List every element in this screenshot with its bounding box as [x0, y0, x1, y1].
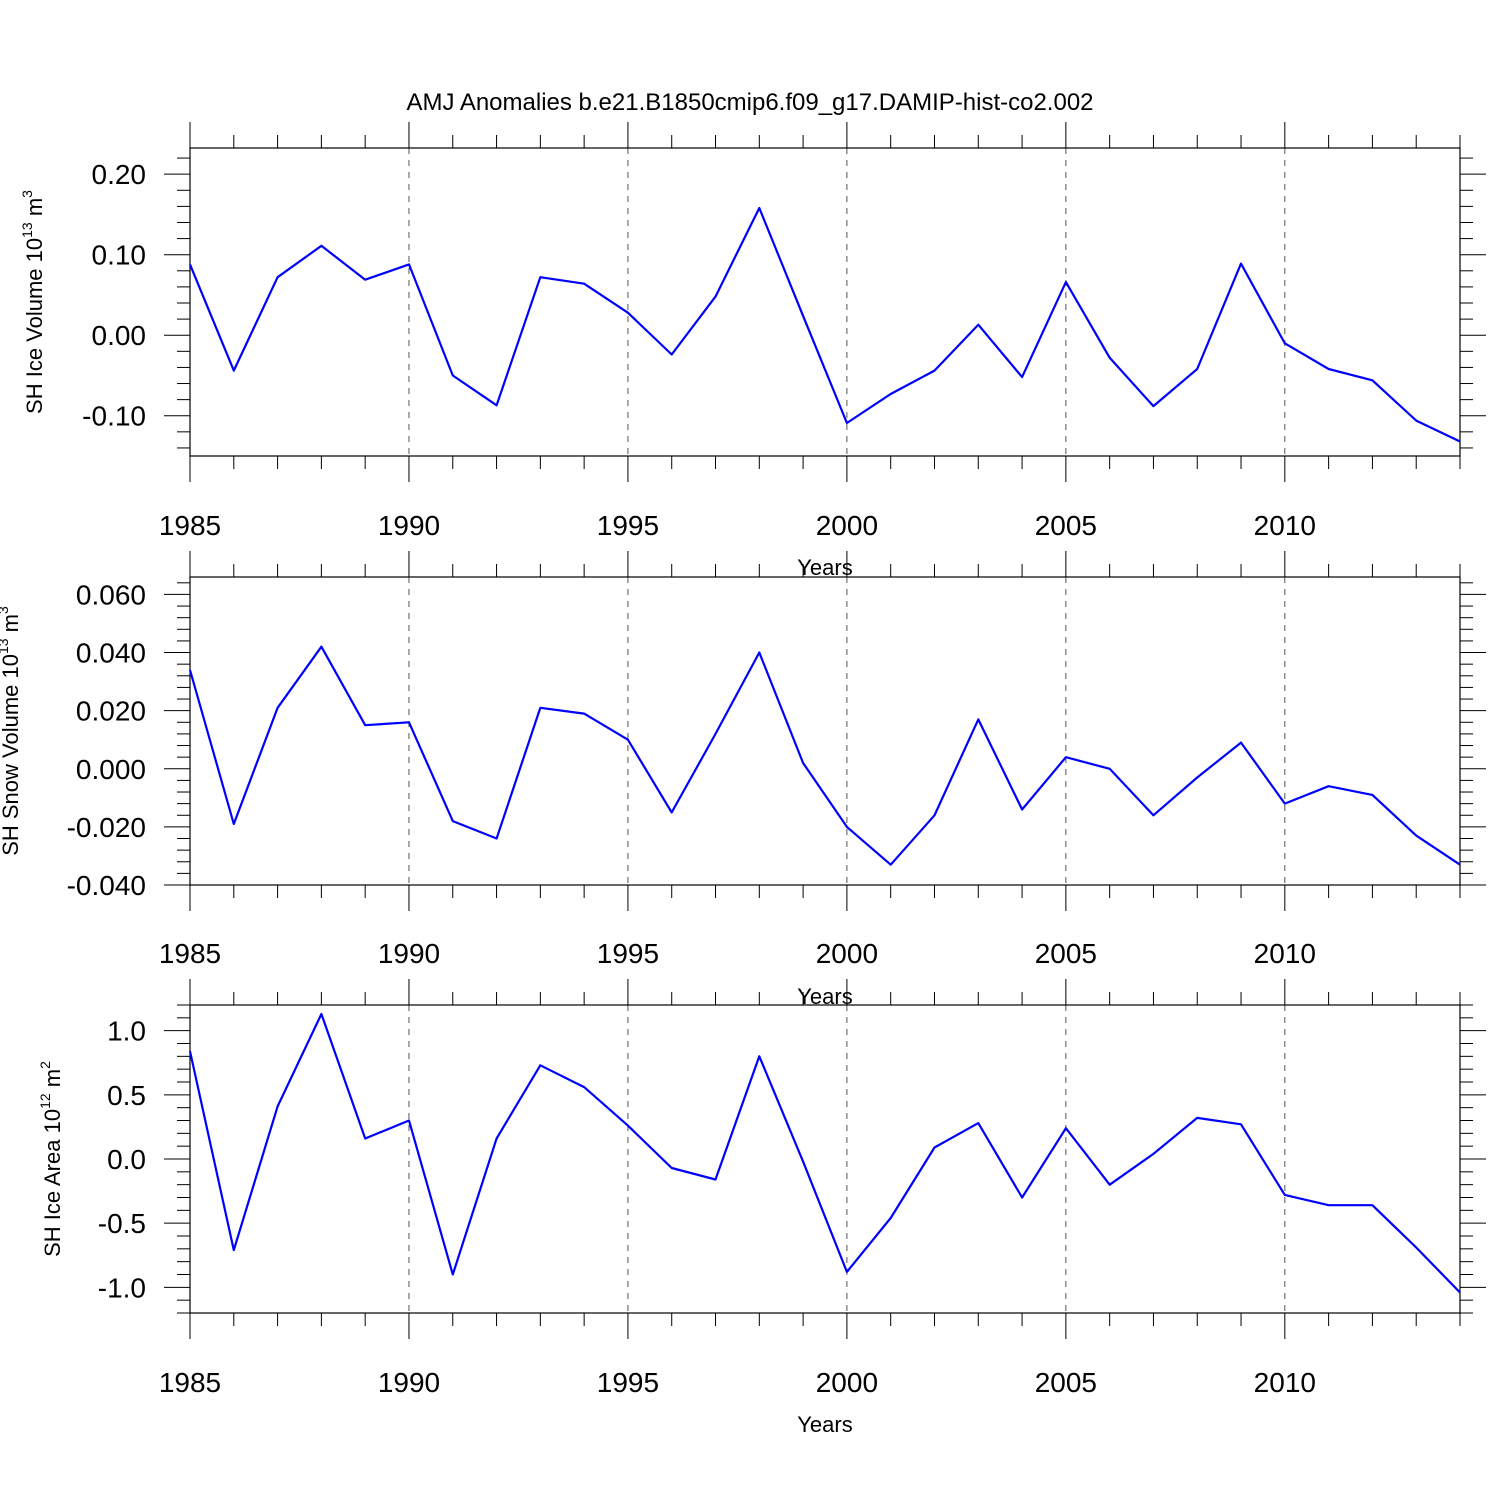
- x-tick-label: 2010: [1254, 1367, 1316, 1398]
- y-tick-label: -1.0: [98, 1272, 146, 1303]
- y-axis-label: SH Snow Volume 1013 m3: [0, 606, 23, 856]
- x-tick-label: 1990: [378, 1367, 440, 1398]
- panel-2: 0.060 0.040 0.020 0.000 -0.020 -0.040 1985 1990…: [0, 551, 1486, 1009]
- y-axis-label: SH Ice Area 1012 m2: [37, 1061, 65, 1257]
- panel-3: 1.0 0.5 0.0 -0.5 -1.0 1985 1990 1995 2000 2005 201…: [37, 979, 1486, 1437]
- y-axis-label: SH Ice Volume 1013 m3: [19, 190, 47, 414]
- y-tick-label: -0.10: [82, 401, 146, 432]
- y-tick-label: 1.0: [107, 1016, 146, 1047]
- y-tick-label: 0.20: [92, 159, 147, 190]
- x-tick-label: 2010: [1254, 510, 1316, 541]
- x-tick-label: 1990: [378, 510, 440, 541]
- figure-title: AMJ Anomalies b.e21.B1850cmip6.f09_g17.D…: [406, 89, 1093, 116]
- y-tick-label: -0.5: [98, 1208, 146, 1239]
- y-tick-label: -0.020: [67, 812, 146, 843]
- y-tick-label: -0.040: [67, 870, 146, 901]
- x-tick-label: 1995: [597, 510, 659, 541]
- x-tick-label: 2005: [1035, 1367, 1097, 1398]
- plot-frame: [189, 576, 1461, 886]
- x-tick-label: 1995: [597, 938, 659, 969]
- x-tick-label: 2000: [816, 510, 878, 541]
- x-tick-label: 1990: [378, 938, 440, 969]
- y-tick-label: 0.00: [92, 320, 147, 351]
- y-tick-label: 0.040: [76, 638, 146, 669]
- x-tick-label: 2000: [816, 1367, 878, 1398]
- y-tick-label: 0.10: [92, 240, 147, 271]
- x-axis-label: Years: [797, 1412, 852, 1437]
- panel-1: 0.20 0.10 0.00 -0.10 1985 1990 1995 2000 2005 201…: [19, 122, 1486, 580]
- x-axis-label: Years: [797, 555, 852, 580]
- plot-frame: [189, 1004, 1461, 1314]
- y-tick-label: 0.060: [76, 579, 146, 610]
- x-tick-label: 1985: [159, 510, 221, 541]
- series-line: [188, 645, 1461, 866]
- series-line: [188, 1012, 1461, 1294]
- x-tick-label: 1995: [597, 1367, 659, 1398]
- chart-panels: 0.20 0.10 0.00 -0.10 1985 1990 1995 2000 2005 201…: [0, 122, 1486, 1437]
- y-tick-label: 0.000: [76, 754, 146, 785]
- series-line: [188, 206, 1461, 443]
- y-tick-label: 0.5: [107, 1080, 146, 1111]
- plot-frame: [189, 147, 1461, 457]
- x-tick-label: 1985: [159, 938, 221, 969]
- x-tick-label: 1985: [159, 1367, 221, 1398]
- x-tick-label: 2005: [1035, 938, 1097, 969]
- y-tick-label: 0.0: [107, 1144, 146, 1175]
- x-tick-label: 2000: [816, 938, 878, 969]
- x-tick-label: 2005: [1035, 510, 1097, 541]
- y-tick-label: 0.020: [76, 696, 146, 727]
- x-tick-label: 2010: [1254, 938, 1316, 969]
